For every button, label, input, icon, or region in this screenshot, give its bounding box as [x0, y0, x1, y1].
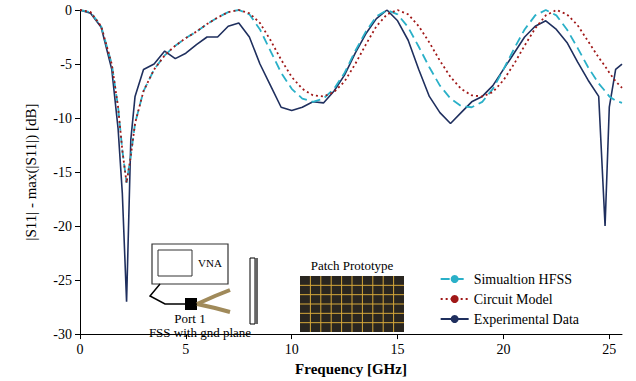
svg-text:10: 10 — [285, 342, 299, 357]
svg-text:Simualtion HFSS: Simualtion HFSS — [474, 272, 572, 287]
svg-text:|S11| - max(|S11|) [dB]: |S11| - max(|S11|) [dB] — [23, 103, 40, 240]
svg-text:Frequency [GHz]: Frequency [GHz] — [295, 361, 407, 377]
svg-text:-25: -25 — [53, 273, 72, 288]
svg-text:-15: -15 — [53, 165, 72, 180]
svg-text:VNA: VNA — [198, 257, 222, 269]
svg-text:5: 5 — [182, 342, 189, 357]
svg-text:-10: -10 — [53, 111, 72, 126]
svg-text:Experimental Data: Experimental Data — [474, 312, 580, 327]
svg-text:FSS with gnd plane: FSS with gnd plane — [149, 325, 251, 340]
svg-text:0: 0 — [77, 342, 84, 357]
svg-text:25: 25 — [602, 342, 616, 357]
svg-text:-5: -5 — [60, 57, 72, 72]
svg-text:Circuit Model: Circuit Model — [474, 292, 553, 307]
svg-text:0: 0 — [65, 3, 72, 18]
svg-text:20: 20 — [496, 342, 510, 357]
svg-text:Port 1: Port 1 — [174, 311, 205, 326]
svg-text:15: 15 — [391, 342, 405, 357]
svg-text:-20: -20 — [53, 219, 72, 234]
svg-text:Patch Prototype: Patch Prototype — [311, 258, 394, 273]
svg-text:-30: -30 — [53, 327, 72, 342]
